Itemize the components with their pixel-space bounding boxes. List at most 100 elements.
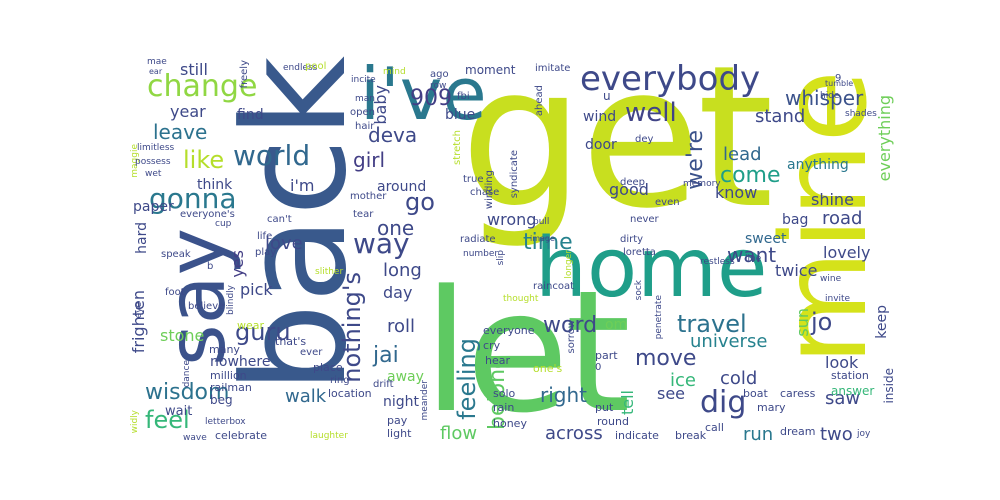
word: jai xyxy=(373,343,399,368)
word: stretch xyxy=(452,130,463,165)
word: pay xyxy=(387,414,408,427)
word: light xyxy=(387,427,412,440)
word: answer xyxy=(831,384,875,398)
word: penetrate xyxy=(654,295,664,340)
word: ahead xyxy=(534,85,545,117)
word: right xyxy=(540,383,587,407)
word: word xyxy=(543,313,598,338)
word: time xyxy=(523,230,573,255)
word: never xyxy=(630,214,659,225)
word: restless xyxy=(700,257,735,267)
word: joy xyxy=(857,429,871,439)
word: railman xyxy=(210,381,252,394)
word: hear xyxy=(485,354,511,367)
word: love xyxy=(265,233,303,254)
word: see xyxy=(657,384,686,403)
word: let xyxy=(423,254,631,442)
word: endless xyxy=(283,63,318,73)
word: i'm xyxy=(290,176,315,195)
word: two xyxy=(820,424,853,443)
word: cold xyxy=(720,368,758,389)
word: tumble xyxy=(825,79,854,88)
word: keep xyxy=(874,305,890,339)
word: stone xyxy=(160,326,205,345)
word: possess xyxy=(135,157,171,167)
word: pull xyxy=(533,217,550,227)
word: million xyxy=(210,369,247,382)
word: anything xyxy=(787,157,849,173)
word: om xyxy=(605,317,628,333)
word: roll xyxy=(387,316,416,337)
word: shine xyxy=(811,190,854,209)
word: want xyxy=(727,243,777,267)
word: celebrate xyxy=(215,429,267,442)
word: flow xyxy=(440,423,478,443)
word: wine xyxy=(820,274,842,284)
word: thought xyxy=(503,294,539,304)
word: location xyxy=(328,387,372,400)
word: good xyxy=(609,180,649,199)
word: year xyxy=(170,102,206,121)
word: ring xyxy=(330,375,350,386)
word: gonna xyxy=(149,182,237,215)
word: everybody xyxy=(580,59,761,99)
word: blue xyxy=(445,107,476,123)
word: away xyxy=(387,369,424,385)
word: stand xyxy=(755,106,806,127)
word: ever xyxy=(300,347,323,358)
word: call xyxy=(705,421,724,434)
word: world xyxy=(233,139,311,172)
word: dig xyxy=(700,385,747,420)
word: cup xyxy=(215,219,232,229)
word: one's xyxy=(533,362,563,375)
word: travel xyxy=(677,310,747,338)
word: man xyxy=(355,94,375,104)
word: dirty xyxy=(620,234,644,245)
word: tear xyxy=(353,209,374,220)
word: hair xyxy=(355,121,375,132)
word: freely xyxy=(239,60,250,89)
word: inside xyxy=(882,368,896,404)
word: station xyxy=(831,369,869,382)
word: look xyxy=(825,353,859,372)
word: long xyxy=(383,260,422,281)
word: pick xyxy=(240,280,273,299)
word: way xyxy=(353,227,410,260)
word: fbi xyxy=(457,91,470,102)
word: many xyxy=(209,343,240,356)
word: around xyxy=(377,179,427,195)
word: ago xyxy=(430,69,449,80)
word: slip xyxy=(496,250,506,266)
word: meander xyxy=(420,380,430,421)
word: sock xyxy=(634,280,644,301)
word: part xyxy=(595,349,618,362)
word: life xyxy=(257,231,273,242)
word: mary xyxy=(757,401,786,414)
word: rain xyxy=(493,401,515,414)
word: go xyxy=(405,188,435,216)
word: well xyxy=(625,98,677,128)
word: row xyxy=(430,81,447,91)
word: b xyxy=(207,261,214,272)
word: eye xyxy=(134,302,144,319)
word: find xyxy=(237,107,264,123)
word: u xyxy=(603,89,611,103)
word: wet xyxy=(145,169,162,179)
word: hide xyxy=(820,91,840,101)
word: road xyxy=(822,208,863,229)
word: round xyxy=(597,415,629,428)
word: yes xyxy=(228,250,247,278)
word: day xyxy=(383,283,413,302)
word: door xyxy=(585,137,617,153)
word: mae xyxy=(147,57,167,67)
word: incite xyxy=(351,75,376,85)
word: deep xyxy=(620,177,645,188)
word: 0 xyxy=(595,362,602,373)
word: everyone's xyxy=(180,209,235,220)
word: speak xyxy=(161,249,191,260)
word: drift xyxy=(373,379,394,390)
word: lovely xyxy=(823,243,871,262)
word: blindly xyxy=(226,285,236,315)
word: hard xyxy=(134,222,150,254)
word: boat xyxy=(743,387,768,400)
